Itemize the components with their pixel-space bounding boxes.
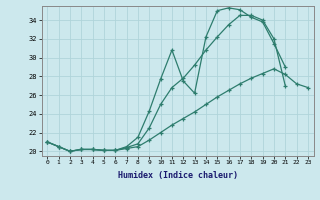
X-axis label: Humidex (Indice chaleur): Humidex (Indice chaleur) [118, 171, 237, 180]
